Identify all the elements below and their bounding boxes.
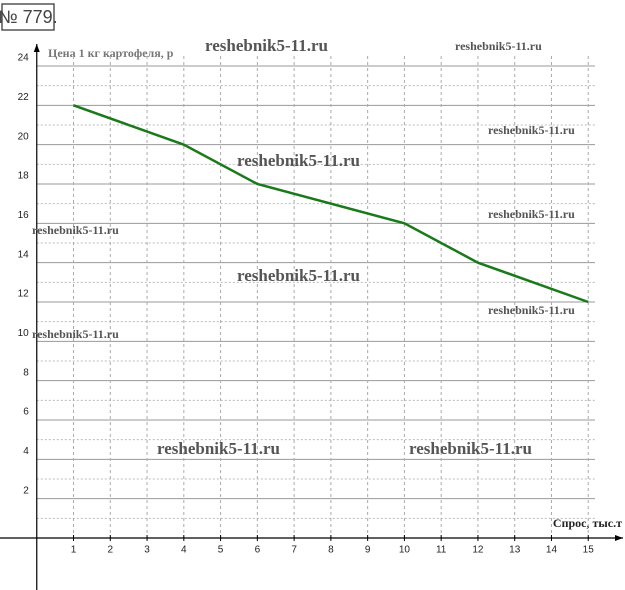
x-tick-label: 8 (328, 545, 334, 556)
watermark: reshebnik5-11.ru (455, 39, 542, 53)
data-line (73, 104, 589, 304)
x-tick-label: 11 (436, 545, 447, 556)
watermark: reshebnik5-11.ru (488, 123, 575, 137)
x-tick-label: 3 (144, 545, 150, 556)
y-tick-label: 14 (18, 249, 30, 260)
watermark: reshebnik5-11.ru (237, 151, 360, 170)
y-tick-label: 8 (23, 367, 29, 378)
watermark: reshebnik5-11.ru (32, 327, 119, 341)
watermark: reshebnik5-11.ru (157, 439, 280, 458)
x-tick-label: 6 (255, 545, 261, 556)
watermark: reshebnik5-11.ru (205, 36, 328, 55)
watermark: reshebnik5-11.ru (409, 439, 532, 458)
watermark: reshebnik5-11.ru (30, 587, 38, 589)
y-tick-label: 22 (18, 92, 30, 103)
y-tick-label: 10 (18, 328, 30, 339)
watermark: reshebnik5-11.ru (237, 266, 360, 285)
x-tick-label: 12 (472, 545, 484, 556)
x-tick-label: 13 (509, 545, 521, 556)
y-tick-label: 20 (18, 131, 30, 142)
title-box (1, 3, 55, 31)
y-axis-arrow (33, 44, 40, 52)
x-tick-label: 2 (108, 545, 114, 556)
chart-title: № 779. (0, 7, 58, 27)
y-tick-label: 4 (23, 446, 29, 457)
y-axis-label: Цена 1 кг картофеля, р (48, 46, 174, 60)
x-tick-label: 4 (181, 545, 187, 556)
x-tick-label: 15 (583, 545, 595, 556)
y-tick-label: 18 (18, 171, 30, 182)
x-axis-label: Спрос, тыс.т (553, 516, 622, 530)
watermark: reshebnik5-11.ru (488, 207, 575, 221)
x-tick-label: 14 (546, 545, 558, 556)
x-axis-arrow (615, 535, 623, 541)
watermark: reshebnik5-11.ru (32, 223, 119, 237)
y-tick-label: 2 (23, 485, 29, 496)
y-tick-label: 6 (23, 407, 29, 418)
x-tick-label: 7 (291, 545, 297, 556)
x-tick-label: 5 (218, 545, 224, 556)
x-tick-label: 1 (71, 545, 77, 556)
y-tick-label: 16 (18, 210, 30, 221)
y-tick-label: 12 (18, 289, 30, 300)
x-tick-label: 9 (365, 545, 371, 556)
x-tick-label: 10 (399, 545, 411, 556)
watermark: reshebnik5-11.ru (488, 303, 575, 317)
y-tick-label: 24 (18, 53, 30, 64)
